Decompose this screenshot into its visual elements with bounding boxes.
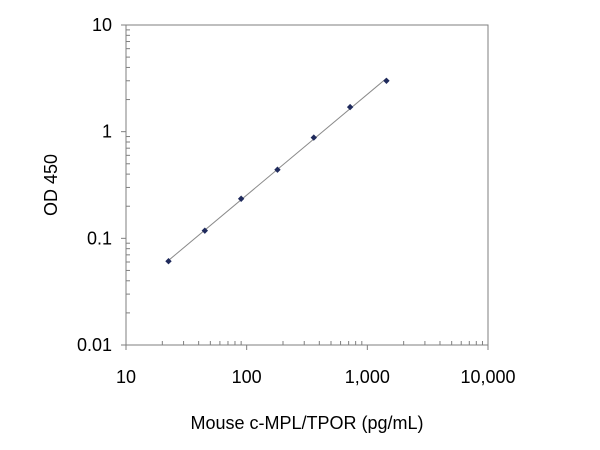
x-tick-label: 10,000 [460,367,515,387]
data-points-layer [165,77,390,265]
data-point-marker [310,134,317,141]
x-tick-labels: 10 100 1,000 10,000 [116,367,516,387]
y-minor-ticks [126,29,130,314]
y-tick-labels: 0.01 0.1 1 10 [77,15,112,355]
data-point-marker [383,77,390,84]
y-tick-label: 1 [102,122,112,142]
y-tick-label: 0.1 [87,228,112,248]
x-tick-label: 100 [232,367,262,387]
y-tick-label: 0.01 [77,335,112,355]
data-point-marker [237,195,245,202]
x-tick-label: 1,000 [345,367,390,387]
data-point-marker [201,227,209,234]
x-major-ticks [125,345,489,350]
data-point-marker [346,103,354,111]
x-axis-label: Mouse c-MPL/TPOR (pg/mL) [190,413,423,433]
plot-area-frame [125,24,489,346]
x-minor-ticks [161,341,483,345]
data-point-marker [274,166,281,173]
y-major-ticks [121,24,126,346]
y-tick-label: 10 [92,15,112,35]
x-tick-label: 10 [116,367,136,387]
data-point-marker [165,258,172,265]
y-axis-label: OD 450 [41,154,61,216]
